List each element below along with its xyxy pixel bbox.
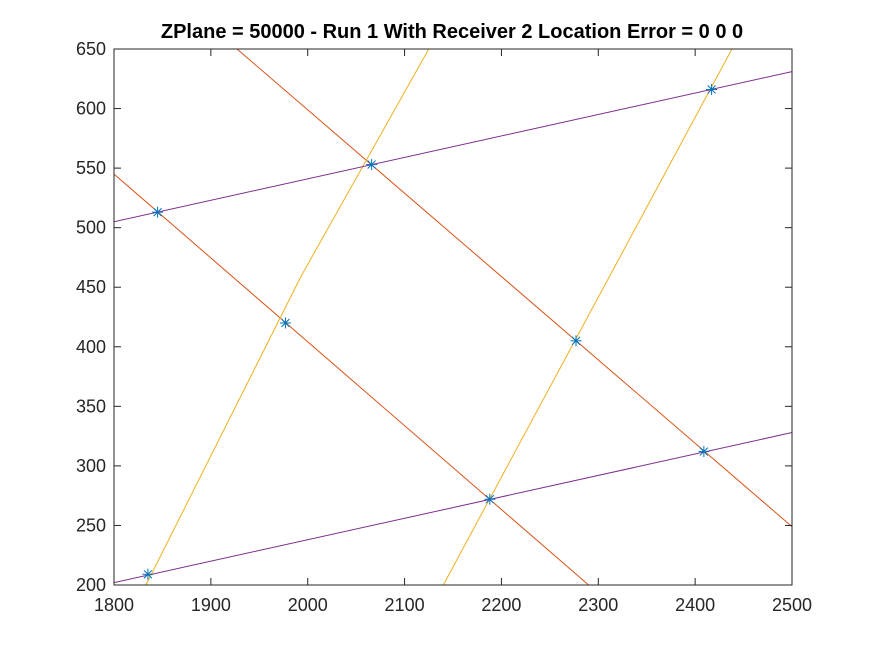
series-line-4 <box>442 49 733 585</box>
chart-title: ZPlane = 50000 - Run 1 With Receiver 2 L… <box>161 21 743 43</box>
marker-layer <box>142 83 718 580</box>
data-point-marker <box>570 335 582 347</box>
y-tick-label: 400 <box>76 337 106 357</box>
x-axis: 1800 1900 2000 2100 2200 2300 2400 2500 <box>94 49 812 615</box>
y-tick-label: 500 <box>76 218 106 238</box>
data-point-marker <box>698 446 710 458</box>
x-tick-label: 1800 <box>94 595 134 615</box>
y-axis: 200 250 300 350 400 450 500 550 600 650 <box>76 39 792 595</box>
data-point-marker <box>279 317 291 329</box>
series-line-1 <box>114 173 589 585</box>
y-tick-label: 200 <box>76 575 106 595</box>
y-tick-label: 250 <box>76 515 106 535</box>
y-tick-label: 350 <box>76 396 106 416</box>
y-tick-label: 550 <box>76 158 106 178</box>
series-layer <box>114 49 792 585</box>
y-tick-label: 300 <box>76 456 106 476</box>
x-tick-label: 2000 <box>288 595 328 615</box>
series-line-6 <box>114 71 792 223</box>
plot-background <box>114 49 792 585</box>
x-tick-label: 2100 <box>385 595 425 615</box>
series-line-3 <box>145 49 430 585</box>
y-tick-label: 450 <box>76 277 106 297</box>
x-tick-label: 2300 <box>578 595 618 615</box>
x-tick-label: 2400 <box>675 595 715 615</box>
axes-box <box>113 48 793 586</box>
data-point-marker <box>484 493 496 505</box>
series-line-2 <box>236 49 792 528</box>
series-line-5 <box>114 432 792 584</box>
data-point-marker <box>706 83 718 95</box>
data-point-marker <box>152 206 164 218</box>
data-point-marker <box>142 568 154 580</box>
y-tick-label: 600 <box>76 99 106 119</box>
y-tick-label: 650 <box>76 39 106 59</box>
data-point-marker <box>366 159 378 171</box>
x-tick-label: 1900 <box>191 595 231 615</box>
x-tick-label: 2500 <box>772 595 812 615</box>
x-tick-label: 2200 <box>481 595 521 615</box>
plot-area <box>113 48 793 586</box>
